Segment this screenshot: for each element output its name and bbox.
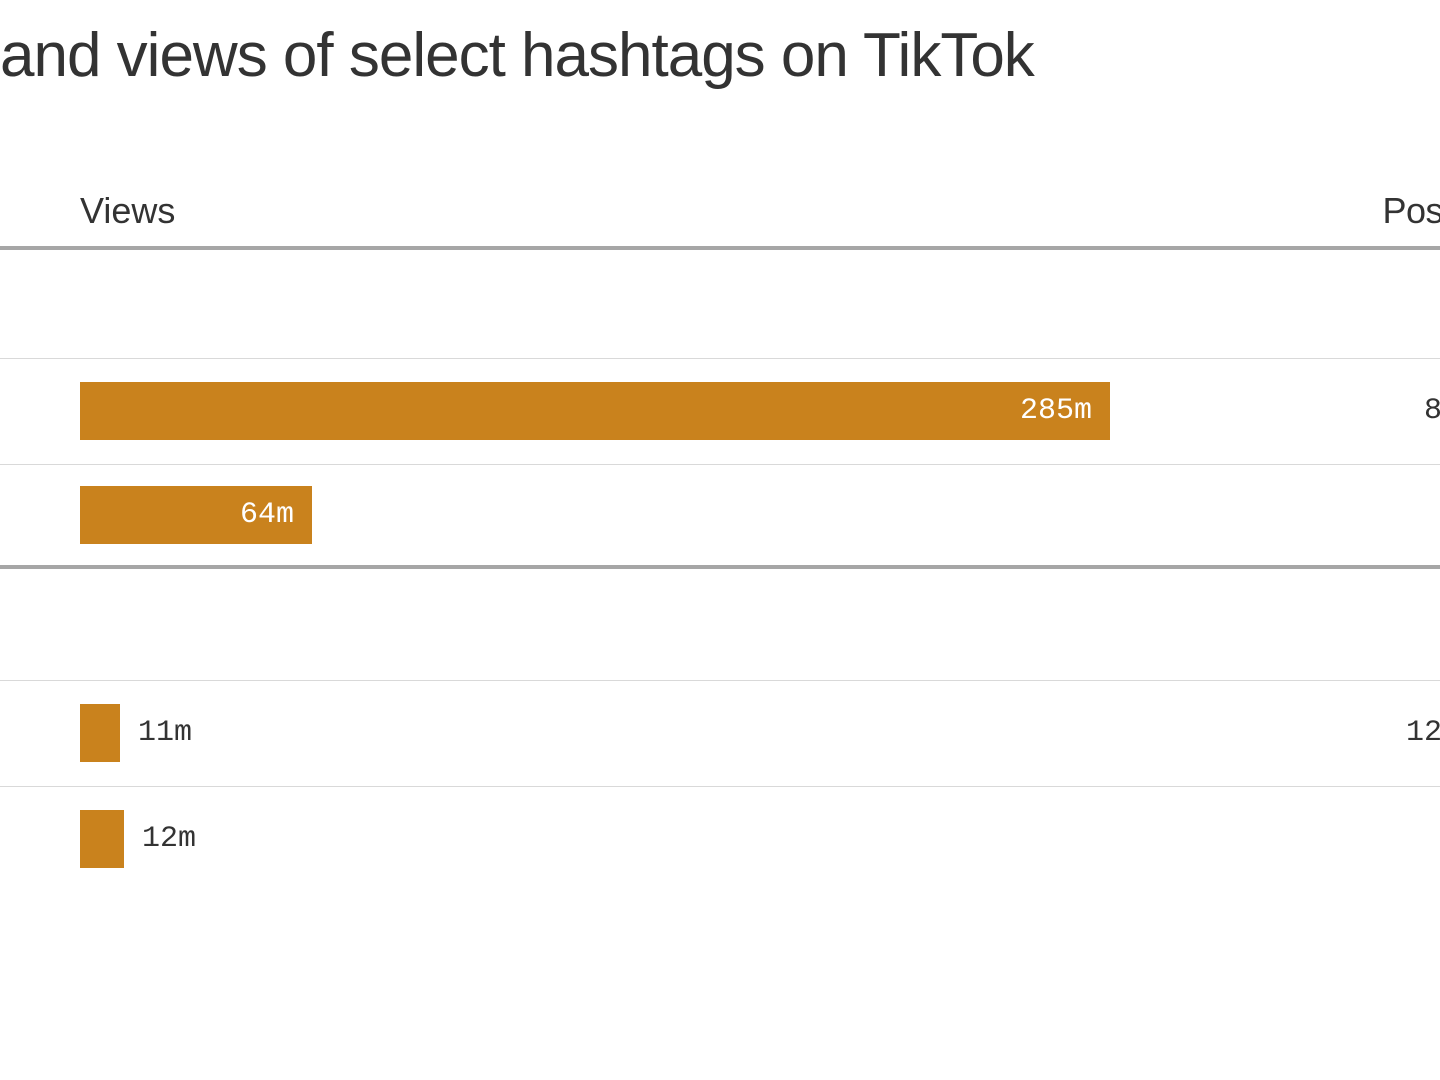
divider-thick (0, 246, 1440, 250)
views-value: 12m (142, 822, 196, 856)
table-row: 12m 8 (0, 786, 1440, 892)
views-value: 11m (138, 716, 192, 750)
posts-value: 123 (1406, 716, 1440, 750)
views-value: 64m (240, 498, 294, 532)
table-row: 11m 123 (0, 680, 1440, 786)
posts-value: 87 (1424, 394, 1440, 428)
views-bar: 11m (80, 704, 120, 762)
divider-thick (0, 565, 1440, 569)
views-bar: 64m (80, 486, 312, 544)
views-bar: 285m (80, 382, 1110, 440)
page-title: and views of select hashtags on TikTok (0, 20, 1034, 91)
table-row: 64m 9 (0, 464, 1440, 565)
table-row: 285m 87 (0, 358, 1440, 464)
views-bar: 12m (80, 810, 124, 868)
column-header-posts: Posts (1382, 190, 1440, 232)
views-value: 285m (1020, 394, 1092, 428)
column-header-views: Views (80, 190, 175, 232)
chart-crop: and views of select hashtags on TikTok V… (0, 0, 1440, 1080)
